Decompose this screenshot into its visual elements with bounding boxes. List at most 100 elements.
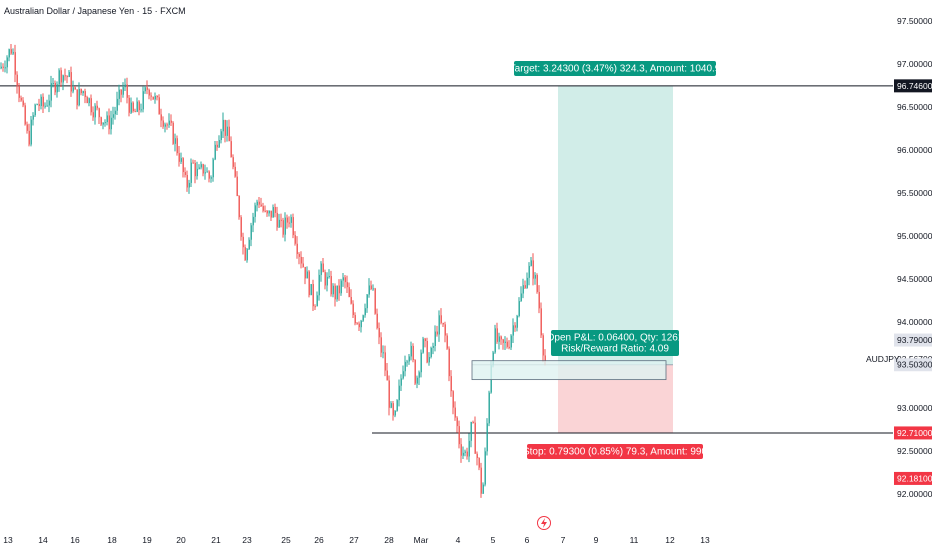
- candle-body: [28, 130, 30, 145]
- price-tag-bg: [894, 426, 932, 440]
- candle-body: [220, 131, 222, 141]
- candle-body: [10, 49, 12, 54]
- candle-body: [204, 172, 206, 174]
- candle-body: [108, 115, 110, 130]
- candle-body: [518, 301, 520, 316]
- candle-body: [414, 360, 416, 384]
- candle-body: [288, 222, 290, 224]
- x-tick-label: 16: [70, 535, 80, 545]
- candle-body: [96, 105, 98, 109]
- candle-body: [84, 91, 86, 98]
- candle-body: [446, 335, 448, 349]
- candle-body: [190, 162, 192, 183]
- candle-body: [90, 98, 92, 113]
- candle-body: [308, 271, 310, 296]
- candle-body: [218, 140, 220, 148]
- candle-body: [354, 315, 356, 324]
- candle-body: [422, 338, 424, 353]
- candle-body: [520, 293, 522, 302]
- candle-body: [290, 217, 292, 223]
- candle-body: [470, 422, 472, 441]
- candle-body: [238, 196, 240, 218]
- x-tick-label: 25: [281, 535, 291, 545]
- candle-body: [318, 274, 320, 296]
- candle-body: [32, 115, 34, 120]
- candle-body: [454, 407, 456, 418]
- candle-body: [494, 328, 496, 353]
- candle-body: [450, 376, 452, 392]
- candle-body: [420, 352, 422, 373]
- candle-body: [78, 88, 80, 106]
- y-tick-label: 93.00000: [897, 403, 932, 413]
- candle-body: [534, 275, 536, 279]
- candle-body: [62, 75, 64, 83]
- x-tick-label: 26: [314, 535, 324, 545]
- candle-body: [522, 285, 524, 294]
- candle-body: [202, 164, 204, 174]
- candle-body: [80, 88, 82, 94]
- candle-body: [52, 82, 54, 84]
- x-tick-label: 18: [107, 535, 117, 545]
- candle-body: [368, 285, 370, 295]
- candle-body: [38, 104, 40, 106]
- stop-label: [527, 444, 703, 459]
- candle-body: [144, 87, 146, 92]
- candle-body: [122, 87, 124, 95]
- y-tick-label: 92.00000: [897, 489, 932, 499]
- candle-body: [176, 138, 178, 154]
- candle-body: [54, 82, 56, 93]
- candle-body: [86, 97, 88, 104]
- candle-body: [426, 341, 428, 363]
- candle-body: [344, 277, 346, 283]
- y-tick-label: 97.00000: [897, 59, 932, 69]
- candle-body: [16, 74, 18, 87]
- candle-body: [348, 287, 350, 297]
- candle-body: [68, 72, 70, 77]
- candle-body: [212, 159, 214, 178]
- candle-body: [152, 96, 154, 100]
- candle-body: [532, 260, 534, 279]
- candle-body: [378, 328, 380, 338]
- candle-body: [320, 263, 322, 275]
- candle-body: [138, 101, 140, 111]
- candle-body: [514, 325, 516, 328]
- candle-body: [100, 117, 102, 125]
- candle-body: [30, 119, 32, 145]
- candle-body: [252, 216, 254, 226]
- candle-body: [338, 285, 340, 294]
- candle-body: [226, 126, 228, 136]
- candle-body: [12, 52, 14, 54]
- candle-body: [340, 280, 342, 294]
- candle-body: [366, 294, 368, 309]
- candle-body: [316, 295, 318, 307]
- candle-body: [112, 114, 114, 118]
- candle-body: [282, 220, 284, 235]
- candle-body: [530, 260, 532, 266]
- candle-body: [410, 345, 412, 357]
- candle-body: [148, 89, 150, 96]
- candle-body: [248, 239, 250, 250]
- candle-body: [142, 91, 144, 110]
- candle-body: [154, 95, 156, 100]
- candle-body: [478, 458, 480, 468]
- candle-body: [286, 217, 288, 223]
- candle-body: [94, 105, 96, 118]
- candle-body: [464, 451, 466, 453]
- candle-body: [496, 328, 498, 342]
- candle-body: [376, 313, 378, 329]
- candle-body: [474, 422, 476, 454]
- candle-body: [486, 423, 488, 452]
- candle-body: [246, 249, 248, 261]
- x-tick-label: 4: [456, 535, 461, 545]
- candle-body: [544, 355, 546, 362]
- candle-body: [276, 212, 278, 228]
- candle-body: [180, 158, 182, 162]
- candle-body: [50, 83, 52, 101]
- candle-body: [24, 105, 26, 125]
- candle-body: [58, 70, 60, 85]
- candle-body: [192, 162, 194, 164]
- candle-body: [110, 117, 112, 130]
- candle-body: [508, 346, 510, 348]
- candle-body: [64, 75, 66, 77]
